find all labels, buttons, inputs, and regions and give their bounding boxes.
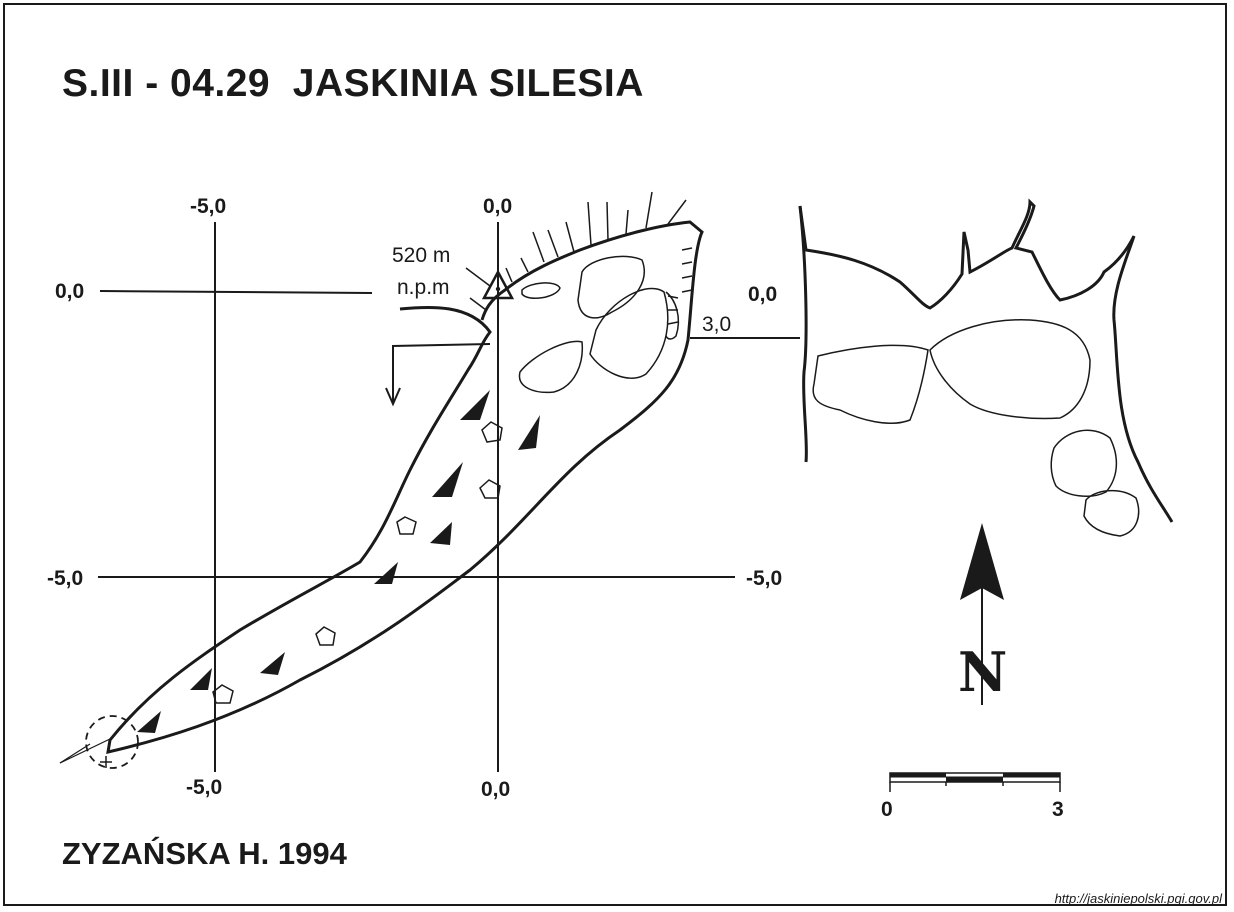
grid-label-left-lower: -5,0 (47, 567, 84, 590)
source-url[interactable]: http://jaskiniepolski.pgi.gov.pl (1054, 891, 1222, 906)
elevation-unit-label: n.p.m (397, 276, 450, 299)
cross-section-pillar (812, 344, 929, 424)
cross-section-outline (798, 198, 1136, 310)
grid-label-bottom-left: -5,0 (186, 776, 223, 799)
scale-max-label: 3 (1052, 798, 1064, 821)
map-title: S.III - 04.29 JASKINIA SILESIA (62, 62, 644, 105)
benchmark-triangle (481, 269, 515, 300)
grid-label-bottom-center: 0,0 (481, 778, 511, 801)
slope-hachures (505, 191, 693, 325)
section-arrow (392, 343, 491, 402)
cross-section-pillar (929, 319, 1091, 420)
rock-pillar (518, 340, 584, 394)
rock-pillar (521, 282, 561, 300)
debris-symbols (137, 390, 540, 733)
rock-pillar (589, 287, 669, 379)
endpoint-circle (85, 715, 139, 769)
elevation-label: 520 m (392, 244, 451, 267)
cross-section-pillar (1083, 489, 1140, 537)
author-credit: ZYZAŃSKA H. 1994 (62, 836, 347, 871)
north-label: N (958, 640, 1008, 704)
grid-label-right-lower: -5,0 (746, 567, 783, 590)
cave-outline (106, 220, 704, 754)
rock-pillar (577, 255, 645, 319)
grid-label-top-left: -5,0 (190, 195, 227, 218)
grid-label-top-center: 0,0 (483, 195, 513, 218)
section-depth-label: 3,0 (702, 313, 732, 336)
scale-min-label: 0 (881, 798, 893, 821)
grid-label-left-upper: 0,0 (55, 280, 85, 303)
pentagon-symbols (212, 421, 503, 704)
grid-label-right-upper: 0,0 (748, 283, 778, 306)
cross-section-pillar (1050, 429, 1118, 498)
slope-arc (665, 291, 680, 340)
north-arrow-head (960, 523, 1004, 600)
map-frame (3, 3, 1227, 906)
grid-line-y-0 (99, 290, 373, 294)
